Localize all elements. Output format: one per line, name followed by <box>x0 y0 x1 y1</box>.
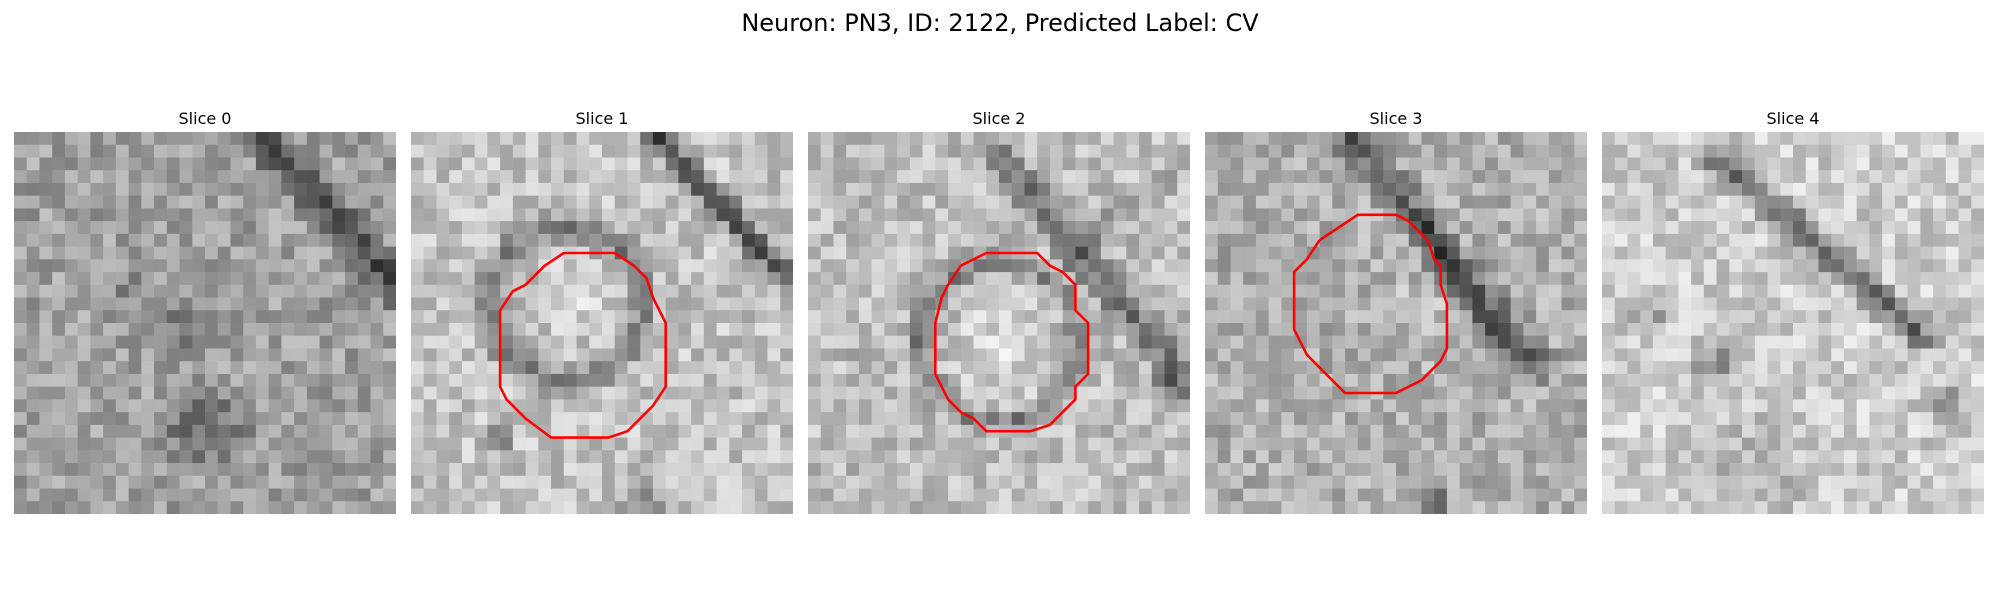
slice-image-4 <box>1602 132 1984 514</box>
slice-image-3 <box>1205 132 1587 514</box>
slice-image-1 <box>411 132 793 514</box>
pixel-grid <box>14 132 396 514</box>
slice-panel-1: Slice 1 <box>411 108 793 514</box>
slice-title-2: Slice 2 <box>972 109 1026 128</box>
slice-title-0: Slice 0 <box>178 109 232 128</box>
slice-title-4: Slice 4 <box>1766 109 1820 128</box>
pixel-grid <box>411 132 793 514</box>
slice-panel-3: Slice 3 <box>1205 108 1587 514</box>
slice-title-1: Slice 1 <box>575 109 629 128</box>
segmentation-contour <box>934 251 1090 433</box>
pixel-grid <box>808 132 1190 514</box>
slice-panel-2: Slice 2 <box>808 108 1190 514</box>
slice-title-3: Slice 3 <box>1369 109 1423 128</box>
slice-panel-4: Slice 4 <box>1602 108 1984 514</box>
pixel-grid <box>1205 132 1587 514</box>
slice-image-0 <box>14 132 396 514</box>
pixel-grid <box>1602 132 1984 514</box>
segmentation-contour <box>1292 213 1449 395</box>
figure-title: Neuron: PN3, ID: 2122, Predicted Label: … <box>741 9 1259 37</box>
segmentation-contour <box>498 251 667 439</box>
slice-panel-0: Slice 0 <box>14 108 396 514</box>
slice-image-2 <box>808 132 1190 514</box>
